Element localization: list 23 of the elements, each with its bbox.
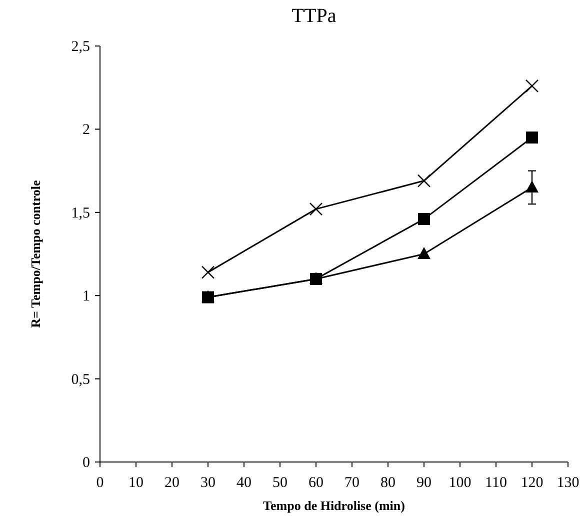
- x-tick-label: 100: [448, 475, 472, 491]
- x-tick-label: 110: [485, 475, 507, 491]
- x-tick-label: 70: [344, 475, 360, 491]
- x-tick-label: 0: [96, 475, 104, 491]
- y-tick-label: 1: [82, 288, 90, 305]
- x-tick-label: 60: [308, 475, 324, 491]
- x-tick-label: 10: [128, 475, 144, 491]
- y-axis-title: R= Tempo/Tempo controle: [28, 180, 43, 328]
- y-tick-label: 1,5: [71, 205, 90, 222]
- chart-title: TTPa: [292, 5, 336, 27]
- x-tick-label: 30: [200, 475, 216, 491]
- x-tick-label: 40: [236, 475, 252, 491]
- y-tick-label: 2,5: [71, 39, 90, 55]
- x-axis-title: Tempo de Hidrolise (min): [263, 498, 405, 513]
- x-tick-label: 50: [272, 475, 288, 491]
- x-tick-label: 20: [164, 475, 180, 491]
- y-tick-label: 2: [82, 122, 90, 138]
- x-tick-label: 120: [520, 475, 544, 491]
- x-tick-label: 130: [556, 475, 580, 491]
- y-tick-label: 0,5: [71, 372, 90, 388]
- x-tick-label: 90: [416, 475, 432, 491]
- x-tick-label: 80: [380, 475, 396, 491]
- y-tick-label: 0: [82, 455, 90, 471]
